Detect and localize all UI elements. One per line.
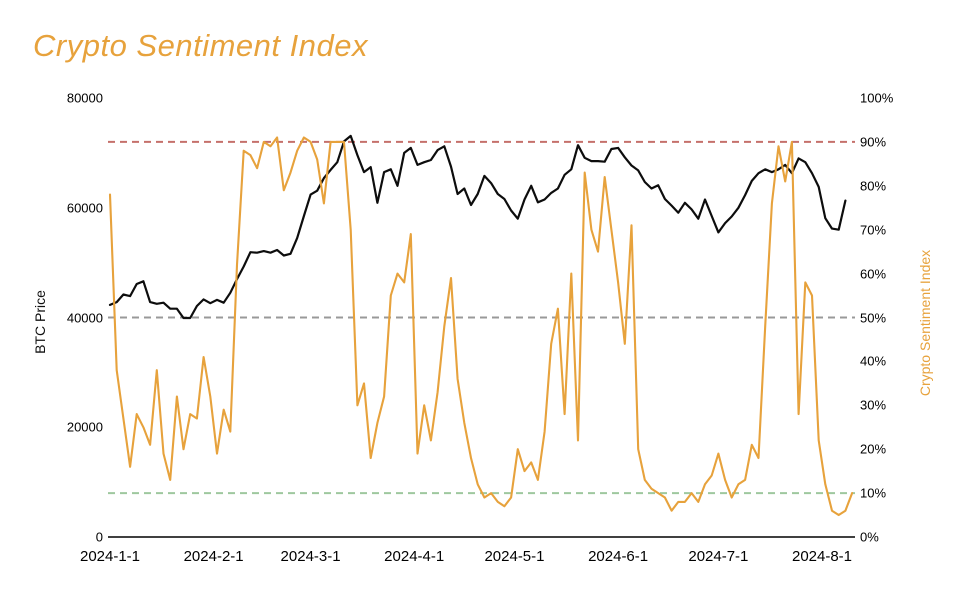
right-axis-label: Crypto Sentiment Index: [917, 249, 933, 397]
x-tick-2024-3-1: 2024-3-1: [280, 548, 341, 565]
x-tick-2024-8-1: 2024-8-1: [791, 548, 853, 565]
right-tick-0%: 0%: [860, 529, 879, 545]
x-tick-2024-4-1: 2024-4-1: [384, 548, 445, 565]
chart-title: Crypto Sentiment Index: [33, 28, 368, 63]
right-tick-30%: 30%: [860, 397, 887, 413]
x-tick-2024-2-1: 2024-2-1: [183, 548, 244, 565]
x-tick-2024-5-1: 2024-5-1: [484, 548, 545, 565]
series-lines: [108, 134, 854, 517]
right-tick-10%: 10%: [860, 485, 887, 501]
left-axis-label: BTC Price: [32, 290, 48, 354]
right-tick-100%: 100%: [860, 90, 894, 106]
x-tick-2024-7-1: 2024-7-1: [688, 548, 749, 565]
x-tick-2024-6-1: 2024-6-1: [588, 548, 649, 565]
left-tick-40000: 40000: [66, 310, 103, 325]
right-tick-20%: 20%: [860, 441, 887, 457]
left-tick-60000: 60000: [66, 200, 103, 216]
right-tick-60%: 60%: [860, 266, 887, 282]
right-tick-40%: 40%: [860, 353, 887, 369]
left-tick-80000: 80000: [66, 90, 103, 106]
x-tick-2024-1-1: 2024-1-1: [79, 548, 141, 565]
right-tick-90%: 90%: [860, 134, 887, 150]
left-tick-0: 0: [95, 529, 103, 545]
btc-price-line: [108, 134, 847, 320]
right-tick-70%: 70%: [860, 222, 887, 238]
right-tick-80%: 80%: [860, 178, 887, 194]
sentiment-index-line: [108, 136, 854, 517]
right-tick-50%: 50%: [860, 310, 887, 325]
left-tick-20000: 20000: [66, 419, 103, 435]
